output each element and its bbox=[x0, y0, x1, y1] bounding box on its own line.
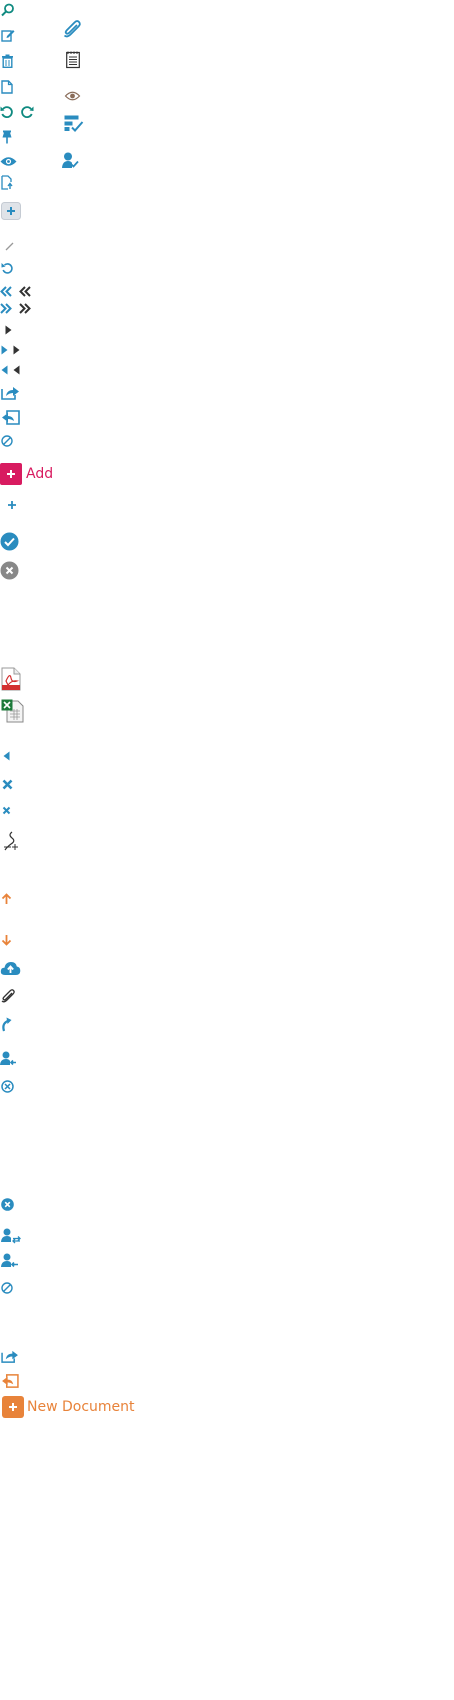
plus-icon bbox=[2, 1396, 24, 1418]
add-button[interactable]: Add bbox=[0, 463, 53, 485]
task-checklist-icon[interactable] bbox=[64, 115, 84, 132]
notepad-icon[interactable] bbox=[66, 51, 80, 69]
play-icon[interactable] bbox=[5, 325, 12, 335]
edit-icon[interactable] bbox=[1, 28, 15, 42]
step-forward-icon[interactable] bbox=[1, 345, 8, 355]
file-export-icon[interactable] bbox=[1, 175, 15, 190]
user-reassign-icon[interactable] bbox=[1, 1253, 19, 1268]
pencil-icon[interactable] bbox=[5, 242, 14, 251]
pin-icon[interactable] bbox=[1, 130, 13, 144]
close-circle-icon[interactable] bbox=[1, 1198, 14, 1211]
undo-icon[interactable] bbox=[0, 105, 14, 119]
redo-arrow-icon[interactable] bbox=[1, 1017, 12, 1032]
ban-icon[interactable] bbox=[1, 1282, 13, 1294]
arrow-down-icon[interactable] bbox=[1, 934, 12, 946]
cancel-circle-icon[interactable] bbox=[1, 1080, 14, 1093]
refresh-icon[interactable] bbox=[1, 262, 14, 275]
share-icon[interactable] bbox=[1, 385, 20, 400]
close-icon[interactable] bbox=[2, 779, 13, 790]
new-document-label: New Document bbox=[27, 1399, 135, 1415]
redo-icon[interactable] bbox=[20, 105, 34, 119]
cloud-upload-icon[interactable] bbox=[0, 961, 21, 976]
ban-icon[interactable] bbox=[1, 435, 13, 447]
signature-icon[interactable] bbox=[3, 831, 20, 851]
user-assign-icon[interactable] bbox=[1, 1228, 21, 1244]
eye-icon[interactable] bbox=[0, 156, 17, 167]
user-approve-icon[interactable] bbox=[62, 152, 79, 169]
last-page-icon[interactable] bbox=[19, 303, 31, 314]
reply-icon[interactable] bbox=[1, 1374, 19, 1388]
plus-icon bbox=[0, 463, 22, 485]
step-back-icon[interactable] bbox=[1, 365, 8, 375]
plus-icon[interactable] bbox=[7, 500, 17, 510]
caret-left-icon[interactable] bbox=[3, 751, 10, 761]
excel-file-icon[interactable] bbox=[1, 699, 24, 723]
paperclip-icon[interactable] bbox=[1, 989, 15, 1004]
trash-icon[interactable] bbox=[1, 54, 14, 69]
pdf-file-icon[interactable] bbox=[1, 667, 21, 691]
reply-icon[interactable] bbox=[1, 410, 20, 425]
share-icon[interactable] bbox=[1, 1349, 19, 1363]
user-return-icon[interactable] bbox=[0, 1051, 17, 1066]
add-button-label: Add bbox=[26, 466, 54, 482]
close-icon[interactable] bbox=[2, 806, 11, 815]
step-forward-icon[interactable] bbox=[13, 345, 20, 355]
arrow-up-icon[interactable] bbox=[1, 893, 12, 905]
view-icon[interactable] bbox=[64, 91, 81, 101]
search-icon[interactable] bbox=[1, 3, 15, 17]
last-page-icon[interactable] bbox=[0, 303, 12, 314]
close-circle-icon[interactable] bbox=[0, 561, 19, 580]
step-back-icon[interactable] bbox=[13, 365, 20, 375]
check-circle-icon[interactable] bbox=[0, 532, 19, 551]
first-page-icon[interactable] bbox=[19, 286, 31, 297]
document-icon[interactable] bbox=[1, 80, 13, 94]
paperclip-large-icon[interactable] bbox=[63, 20, 81, 39]
new-document-button[interactable]: New Document bbox=[2, 1396, 135, 1418]
plus-box-icon[interactable] bbox=[1, 202, 21, 220]
first-page-icon[interactable] bbox=[0, 286, 12, 297]
